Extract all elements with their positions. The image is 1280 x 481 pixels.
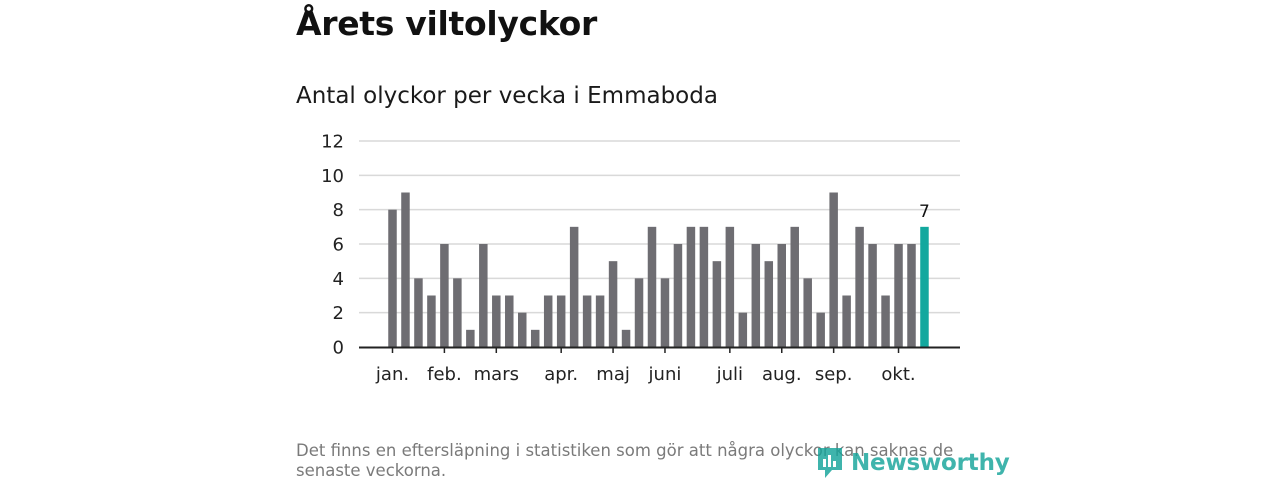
bar [894, 244, 903, 347]
x-tick-label: mars [474, 364, 519, 385]
bar [751, 244, 761, 347]
bar [569, 226, 579, 347]
bar [855, 226, 864, 347]
y-tick-label: 2 [333, 303, 344, 324]
x-tick-label: maj [596, 364, 630, 385]
bar [816, 312, 825, 347]
data-labels: 7 [919, 202, 930, 222]
bar [686, 226, 696, 347]
bar [388, 209, 397, 347]
bar [829, 192, 838, 347]
bar [414, 278, 423, 347]
page-title: Årets viltolyckor [296, 4, 597, 43]
chart-subtitle: Antal olyckor per vecka i Emmaboda [296, 83, 718, 109]
bar [738, 312, 748, 347]
bar [647, 226, 657, 347]
bar [608, 261, 618, 347]
footnote: Det finns en eftersläpning i statistiken… [296, 441, 954, 480]
logo-text: Newsworthy [851, 450, 1010, 476]
bar [842, 295, 851, 347]
bar [543, 295, 553, 347]
bar [595, 295, 605, 347]
bar [479, 244, 488, 347]
x-tick-label: feb. [427, 364, 462, 385]
bar [556, 295, 566, 347]
x-axis-ticks: jan. feb. mars apr. maj juni juli aug. sep. okt. [375, 347, 916, 385]
bar [777, 244, 786, 347]
x-tick-label: okt. [881, 364, 915, 385]
x-tick-label: aug. [762, 364, 802, 385]
bar [868, 244, 877, 347]
bar [401, 192, 410, 347]
bar-highlight [920, 226, 929, 347]
bar [492, 295, 501, 347]
bar [673, 244, 683, 347]
x-tick-label: jan. [375, 364, 409, 385]
bar [427, 295, 436, 347]
bar [790, 226, 799, 347]
y-axis-ticks: 0 2 4 6 8 10 12 [321, 132, 344, 359]
bar [621, 329, 631, 347]
data-label-last-week: 7 [919, 202, 930, 222]
bar [453, 278, 462, 347]
bar [518, 312, 527, 347]
bar [699, 226, 709, 347]
bars [388, 192, 929, 347]
bar [660, 278, 670, 347]
x-tick-label: apr. [544, 364, 578, 385]
newsworthy-logo: Newsworthy [815, 446, 1010, 480]
bar [712, 261, 722, 347]
y-tick-label: 6 [333, 235, 344, 256]
y-tick-label: 0 [333, 338, 344, 359]
bar [881, 295, 890, 347]
bar-chart: 0 2 4 6 8 10 12 jan. feb. mars apr. maj juni juli aug… [321, 132, 960, 385]
bar [725, 226, 735, 347]
bar [907, 244, 916, 347]
x-tick-label: juni [648, 364, 682, 385]
x-tick-label: juli [716, 364, 743, 385]
bar [803, 278, 812, 347]
newsworthy-logo-icon [818, 448, 842, 478]
y-tick-label: 12 [321, 132, 344, 153]
y-tick-label: 8 [333, 200, 344, 221]
y-tick-label: 4 [333, 269, 344, 290]
bar [530, 329, 540, 347]
bar [505, 295, 514, 347]
bar [764, 261, 774, 347]
bar [466, 329, 475, 347]
bar [440, 244, 449, 347]
bar [582, 295, 592, 347]
x-tick-label: sep. [815, 364, 853, 385]
y-tick-label: 10 [321, 166, 344, 187]
bar [634, 278, 644, 347]
